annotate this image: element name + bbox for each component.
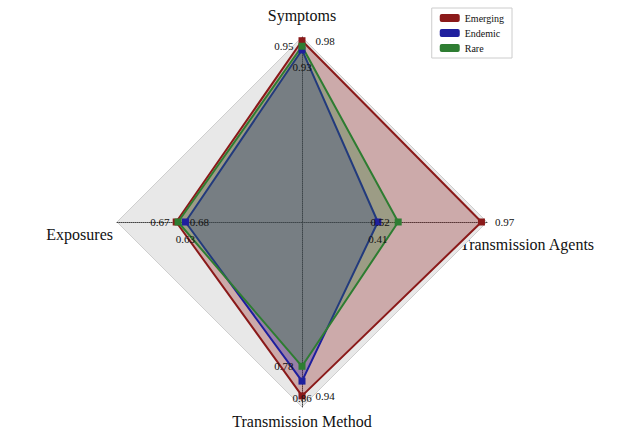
svg-text:Endemic: Endemic bbox=[465, 28, 501, 39]
svg-text:0.67: 0.67 bbox=[150, 216, 170, 228]
svg-text:0.86: 0.86 bbox=[292, 392, 312, 404]
svg-text:0.93: 0.93 bbox=[292, 61, 312, 73]
svg-text:0.78: 0.78 bbox=[274, 360, 294, 372]
svg-text:0.68: 0.68 bbox=[190, 216, 210, 228]
svg-text:Transmission Method: Transmission Method bbox=[232, 413, 371, 430]
svg-text:Emerging: Emerging bbox=[465, 13, 504, 24]
svg-text:0.63: 0.63 bbox=[176, 233, 196, 245]
svg-text:0.97: 0.97 bbox=[495, 216, 515, 228]
svg-text:Transmission Agents: Transmission Agents bbox=[460, 236, 594, 254]
svg-text:Exposures: Exposures bbox=[46, 226, 113, 244]
svg-text:0.94: 0.94 bbox=[316, 390, 336, 402]
svg-text:Symptoms: Symptoms bbox=[268, 7, 336, 25]
svg-text:0.95: 0.95 bbox=[274, 40, 294, 52]
svg-text:Rare: Rare bbox=[465, 43, 484, 54]
svg-text:0.52: 0.52 bbox=[370, 216, 389, 228]
svg-text:0.41: 0.41 bbox=[368, 233, 387, 245]
svg-text:0.98: 0.98 bbox=[316, 35, 336, 47]
